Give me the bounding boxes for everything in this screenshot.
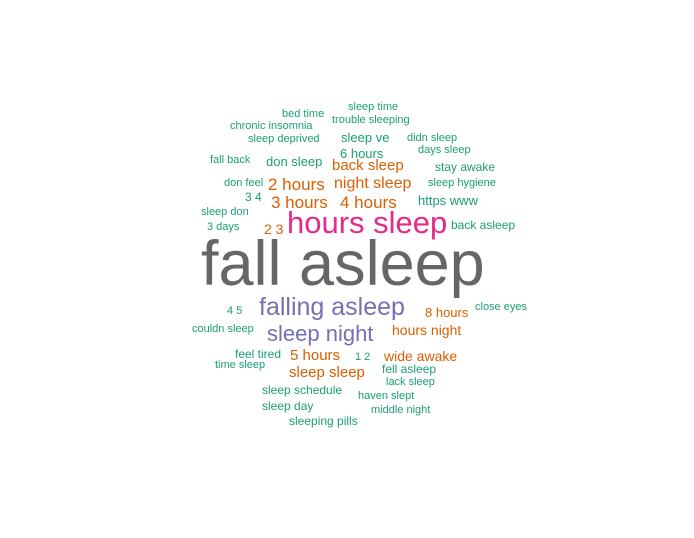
word-didn-sleep: didn sleep: [407, 132, 458, 144]
word-trouble-sleeping: trouble sleeping: [332, 114, 410, 126]
word-hours-night: hours night: [392, 322, 462, 338]
word-feel-tired: feel tired: [235, 347, 282, 361]
word-sleep-don: sleep don: [201, 206, 249, 218]
word-sleep-hygiene: sleep hygiene: [428, 177, 496, 189]
word-falling-asleep: falling asleep: [259, 293, 405, 321]
word-3-4: 3 4: [245, 190, 262, 204]
word-don-sleep: don sleep: [266, 154, 323, 169]
word-chronic-insomnia: chronic insomnia: [230, 120, 313, 132]
word-5-hours: 5 hours: [290, 347, 341, 364]
word-lack-sleep: lack sleep: [386, 376, 435, 388]
word-6-hours: 6 hours: [340, 146, 384, 161]
word-middle-night: middle night: [371, 404, 431, 416]
word-https-www: https www: [418, 193, 478, 208]
word-sleep-sleep: sleep sleep: [289, 364, 365, 381]
word-back-sleep: back sleep: [332, 157, 404, 174]
word-sleeping-pills: sleeping pills: [289, 414, 358, 428]
word-hours-sleep: hours sleep: [287, 205, 448, 240]
word-sleep-deprived: sleep deprived: [248, 133, 320, 145]
word-wide-awake: wide awake: [384, 348, 458, 364]
word-fall-back: fall back: [210, 154, 251, 166]
word-2-3: 2 3: [264, 221, 284, 237]
word-night-sleep: night sleep: [334, 175, 412, 192]
word-bed-time: bed time: [282, 108, 325, 120]
word-sleep-day: sleep day: [262, 399, 314, 413]
word-sleep-schedule: sleep schedule: [262, 383, 343, 397]
word-close-eyes: close eyes: [475, 301, 527, 313]
word-sleep-ve: sleep ve: [341, 130, 390, 145]
word-2-hours: 2 hours: [268, 175, 325, 194]
word-haven-slept: haven slept: [358, 390, 415, 402]
word-4-5: 4 5: [227, 305, 243, 317]
word-fall-asleep: fall asleep: [201, 229, 485, 299]
word-sleep-night: sleep night: [267, 321, 374, 346]
word-back-asleep: back asleep: [451, 218, 516, 232]
word-sleep-time: sleep time: [348, 101, 399, 113]
word-fell-asleep: fell asleep: [382, 362, 437, 376]
word-stay-awake: stay awake: [435, 160, 496, 174]
word-time-sleep: time sleep: [215, 359, 266, 371]
word-8-hours: 8 hours: [425, 305, 469, 320]
word-don-feel: don feel: [224, 177, 264, 189]
word-4-hours: 4 hours: [340, 193, 397, 212]
word-couldn-sleep: couldn sleep: [192, 323, 254, 335]
word-3-days: 3 days: [207, 221, 240, 233]
word-3-hours: 3 hours: [271, 193, 328, 212]
word-1-2: 1 2: [355, 351, 371, 363]
word-days-sleep: days sleep: [418, 144, 471, 156]
